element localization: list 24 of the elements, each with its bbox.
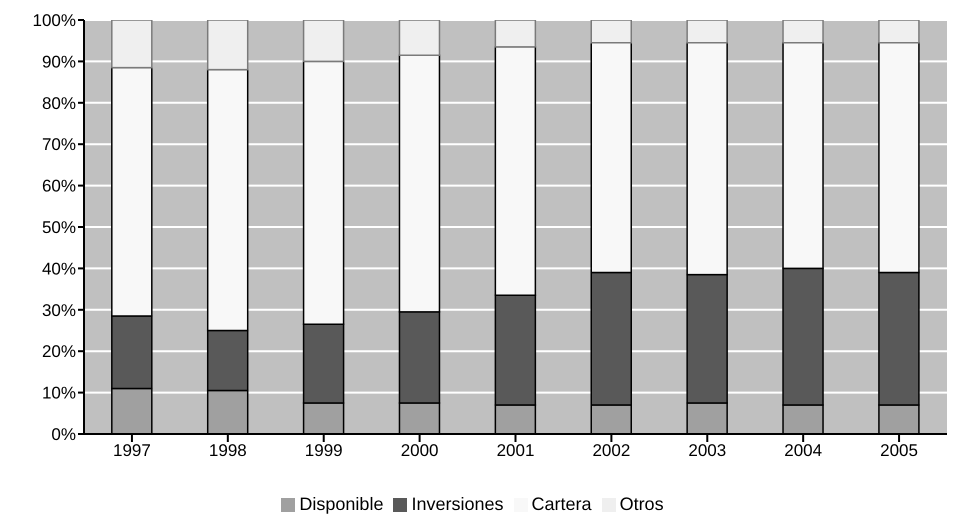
legend-label: Otros — [620, 494, 664, 514]
y-tick-label: 0% — [51, 425, 76, 444]
x-tick-label: 2000 — [400, 441, 439, 460]
x-tick-label: 2002 — [592, 441, 630, 460]
x-tick-label: 2003 — [688, 441, 726, 460]
legend-label: Inversiones — [411, 494, 504, 514]
x-tick-label: 2004 — [784, 441, 822, 460]
x-tick-label: 1997 — [113, 441, 151, 460]
x-tick-label: 1998 — [208, 441, 247, 460]
y-tick-label: 10% — [42, 384, 76, 403]
x-tick-label: 2005 — [880, 441, 918, 460]
y-tick-label: 70% — [42, 135, 76, 154]
x-tick-label: 1999 — [304, 441, 343, 460]
legend-label: Disponible — [299, 494, 384, 514]
y-tick-label: 50% — [42, 218, 76, 238]
y-tick-label: 80% — [42, 94, 76, 113]
y-tick-label: 30% — [42, 300, 76, 320]
y-tick-label: 40% — [42, 259, 76, 278]
legend-label: Cartera — [532, 494, 592, 514]
y-tick-label: 90% — [42, 52, 76, 72]
y-tick-label: 100% — [32, 11, 76, 30]
y-tick-label: 60% — [42, 176, 76, 196]
x-tick-label: 2001 — [496, 441, 534, 460]
y-tick-label: 20% — [42, 342, 76, 362]
